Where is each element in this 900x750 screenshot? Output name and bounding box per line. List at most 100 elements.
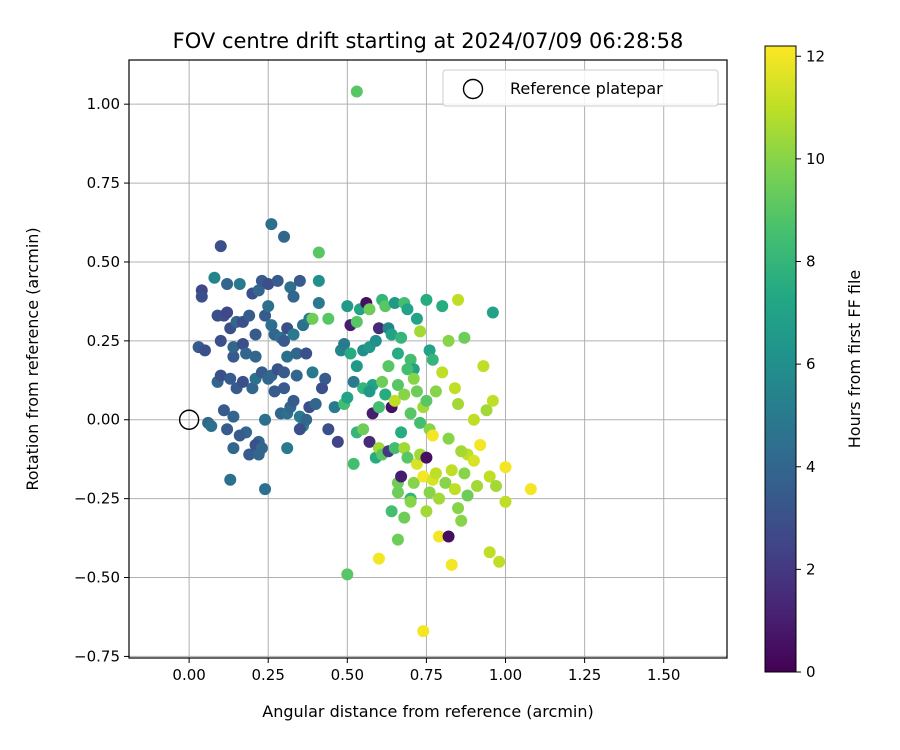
data-point <box>410 385 423 398</box>
data-point <box>328 401 341 414</box>
data-point <box>331 435 344 448</box>
data-point <box>372 322 385 335</box>
data-point <box>195 290 208 303</box>
data-point <box>221 278 234 291</box>
data-point <box>319 372 332 385</box>
data-point <box>423 486 436 499</box>
data-point <box>372 401 385 414</box>
y-tick-label: 0.50 <box>87 253 120 271</box>
data-point <box>388 442 401 455</box>
data-point <box>233 429 246 442</box>
x-tick-label: 0.75 <box>410 666 443 684</box>
data-point <box>445 464 458 477</box>
data-point <box>483 546 496 559</box>
data-point <box>281 350 294 363</box>
data-point <box>429 385 442 398</box>
data-point <box>262 300 275 313</box>
data-point <box>350 360 363 373</box>
reference-platepar-marker <box>178 409 200 430</box>
data-point <box>480 404 493 417</box>
y-axis-label: Rotation from reference (arcmin) <box>23 227 42 490</box>
data-point <box>401 363 414 376</box>
data-point <box>420 451 433 464</box>
data-point <box>249 328 262 341</box>
data-point <box>426 353 439 366</box>
x-tick-label: 0.00 <box>172 666 205 684</box>
data-point <box>420 394 433 407</box>
data-point <box>198 344 211 357</box>
data-point <box>306 366 319 379</box>
data-point <box>436 366 449 379</box>
data-point <box>448 382 461 395</box>
data-point <box>363 435 376 448</box>
data-point <box>388 394 401 407</box>
data-point <box>350 315 363 328</box>
data-point <box>395 331 408 344</box>
data-point <box>278 230 291 243</box>
data-point <box>423 344 436 357</box>
legend-box <box>442 69 719 107</box>
data-point <box>312 274 325 287</box>
data-point <box>414 416 427 429</box>
data-point <box>271 274 284 287</box>
data-point <box>240 347 253 360</box>
data-point <box>474 438 487 451</box>
data-point <box>461 489 474 502</box>
plot-frame <box>128 59 728 659</box>
colorbar-tick-label: 10 <box>806 150 825 168</box>
data-point <box>414 325 427 338</box>
colorbar-tick-label: 0 <box>806 663 816 681</box>
x-tick-label: 0.50 <box>331 666 364 684</box>
data-point <box>227 350 240 363</box>
data-point <box>410 312 423 325</box>
y-tick-label: 1.00 <box>87 95 120 113</box>
data-point <box>306 312 319 325</box>
data-point <box>404 407 417 420</box>
colorbar-ticks: 0 2 4 6 8 10 12 <box>796 47 825 681</box>
data-point <box>322 312 335 325</box>
data-point <box>224 473 237 486</box>
data-point <box>477 360 490 373</box>
data-point <box>448 483 461 496</box>
data-point <box>458 331 471 344</box>
colorbar-tick-label: 4 <box>806 458 816 476</box>
data-point <box>290 369 303 382</box>
data-point <box>467 413 480 426</box>
data-point <box>363 385 376 398</box>
colorbar: 0 2 4 6 8 10 12 Hours from first FF file <box>764 45 864 681</box>
data-point <box>265 218 278 231</box>
data-point <box>290 347 303 360</box>
data-point <box>398 511 411 524</box>
data-point <box>287 328 300 341</box>
data-point <box>493 555 506 568</box>
data-point <box>401 451 414 464</box>
legend-marker-icon <box>462 78 484 100</box>
data-point <box>281 442 294 455</box>
data-point <box>262 278 275 291</box>
data-point <box>341 568 354 581</box>
data-point <box>347 457 360 470</box>
data-point <box>221 306 234 319</box>
colorbar-tick-label: 12 <box>806 47 825 65</box>
data-point <box>227 442 240 455</box>
data-points <box>192 85 537 638</box>
data-point <box>347 375 360 388</box>
data-point <box>243 448 256 461</box>
legend-label: Reference platepar <box>510 79 663 98</box>
data-point <box>246 382 259 395</box>
data-point <box>338 338 351 351</box>
data-point <box>293 274 306 287</box>
data-point <box>382 360 395 373</box>
data-point <box>395 426 408 439</box>
colorbar-tick-label: 6 <box>806 355 816 373</box>
y-tick-label: −0.50 <box>74 569 120 587</box>
data-point <box>404 353 417 366</box>
data-point <box>265 319 278 332</box>
x-tick-label: 1.50 <box>647 666 680 684</box>
data-point <box>455 514 468 527</box>
data-point <box>268 385 281 398</box>
data-point <box>312 246 325 259</box>
y-tick-label: 0.00 <box>87 411 120 429</box>
data-point <box>312 296 325 309</box>
data-point <box>287 394 300 407</box>
